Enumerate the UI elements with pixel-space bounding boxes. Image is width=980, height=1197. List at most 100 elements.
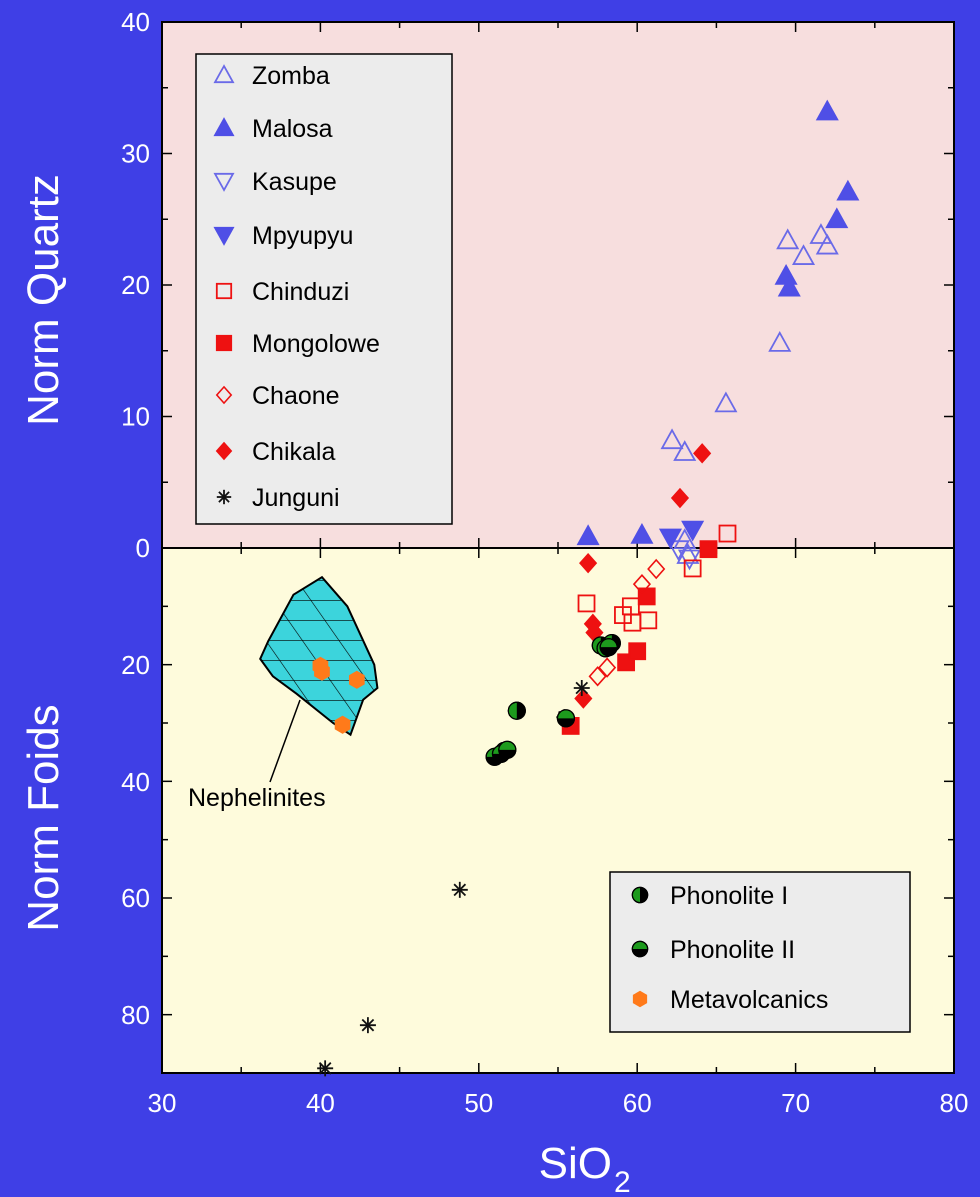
legend-label-kasupe: Kasupe xyxy=(252,168,337,196)
chaone-point xyxy=(588,666,607,687)
legend-label-chaone: Chaone xyxy=(252,382,340,410)
legend-label-mongolowe: Mongolowe xyxy=(252,330,380,358)
chaone-point xyxy=(632,573,652,595)
legend-label-malosa: Malosa xyxy=(252,115,333,143)
chikala-point xyxy=(693,443,712,464)
malosa-point xyxy=(836,179,860,201)
axis-ticks xyxy=(161,21,955,1074)
legend-label-chinduzi: Chinduzi xyxy=(252,278,349,306)
foids-tick-labels: 20 40 60 80 xyxy=(121,650,150,1030)
y-tick-label: 60 xyxy=(121,883,150,913)
malosa-point xyxy=(630,522,654,544)
zomba-point xyxy=(809,223,833,244)
legend-marker-mpyupyu xyxy=(213,226,235,246)
legend-label-metavolcanics: Metavolcanics xyxy=(670,986,828,1014)
x-tick-labels: 30 40 50 60 70 80 xyxy=(148,1088,969,1118)
nephelinite-field xyxy=(259,575,379,737)
legend-box xyxy=(195,53,453,525)
chaone-point xyxy=(647,558,666,580)
y-tick-label: 10 xyxy=(121,402,150,432)
y-tick-label: 0 xyxy=(136,533,150,563)
x-tick-label: 80 xyxy=(940,1088,969,1118)
legend-bottom-right: Phonolite I Phonolite II Metavolcanics xyxy=(609,871,911,1033)
zomba-point xyxy=(673,440,697,461)
mongolowe-point xyxy=(628,642,647,661)
x-axis-title: SiO xyxy=(539,1139,612,1188)
data-points xyxy=(312,99,860,1077)
phonolite-ii-point xyxy=(498,740,517,759)
chaone-point xyxy=(598,657,617,678)
kasupe-point xyxy=(677,549,702,571)
legend-marker-phonolite-ii xyxy=(631,940,649,958)
x-tick-label: 60 xyxy=(623,1088,652,1118)
zomba-point xyxy=(660,428,684,450)
chikala-point xyxy=(670,487,690,509)
chikala-point xyxy=(574,688,593,709)
junguni-point xyxy=(451,881,468,898)
legend-marker-junguni xyxy=(216,489,232,505)
legend-label-phonolite-2: Phonolite II xyxy=(670,936,795,964)
zomba-point xyxy=(768,331,792,352)
zomba-point xyxy=(815,233,839,255)
legend-marker-chinduzi xyxy=(215,282,233,300)
mongolowe-point xyxy=(699,540,718,559)
zomba-point xyxy=(714,391,738,413)
chikala-point xyxy=(579,552,598,574)
phonolite-i-point xyxy=(507,701,526,720)
lower-y-axis-title: Norm Foids xyxy=(19,704,68,931)
junguni-point xyxy=(573,680,590,696)
chinduzi-point xyxy=(577,594,596,613)
x-tick-label: 40 xyxy=(306,1088,335,1118)
malosa-point xyxy=(777,275,801,297)
metavolcanics-point xyxy=(334,715,351,734)
legend-marker-zomba xyxy=(213,64,235,84)
y-tick-label: 30 xyxy=(121,139,150,169)
chinduzi-point xyxy=(683,559,702,578)
y-tick-label: 20 xyxy=(121,270,150,300)
legend-marker-mongolowe xyxy=(215,334,233,352)
junguni-point xyxy=(317,1060,334,1077)
phonolite-ii-point xyxy=(599,638,618,657)
y-tick-label: 20 xyxy=(121,650,150,680)
legend-marker-malosa xyxy=(213,117,235,137)
legend-label-chikala: Chikala xyxy=(252,438,335,466)
metavolcanics-point xyxy=(348,670,365,689)
nephelinite-leader-line xyxy=(269,699,301,783)
mongolowe-point xyxy=(637,587,656,606)
mpyupyu-point xyxy=(658,528,682,550)
x-tick-label: 30 xyxy=(148,1088,177,1118)
legend-top-left: Zomba Malosa Kasupe Mpyupyu Chinduzi Mon… xyxy=(195,53,453,525)
mpyupyu-point xyxy=(681,520,705,542)
junguni-point xyxy=(359,1017,376,1034)
metavolcanics-point xyxy=(314,662,330,681)
legend-box xyxy=(609,871,911,1033)
chinduzi-point xyxy=(718,524,737,543)
legend-label-zomba: Zomba xyxy=(252,62,330,90)
phonolite-ii-point xyxy=(556,709,576,728)
x-axis-title-subscript: 2 xyxy=(614,1166,631,1197)
y-tick-label: 40 xyxy=(121,7,150,37)
malosa-point xyxy=(825,207,849,229)
legend-marker-chikala xyxy=(215,441,233,461)
zomba-point xyxy=(676,543,700,564)
malosa-point xyxy=(815,99,839,121)
y-tick-label: 40 xyxy=(121,767,150,797)
quartz-tick-labels: 0 10 20 30 40 xyxy=(121,7,150,563)
malosa-point xyxy=(576,524,600,546)
zomba-point xyxy=(776,228,800,250)
zomba-point xyxy=(791,244,816,265)
legend-marker-chaone xyxy=(215,385,233,405)
legend-marker-metavolcanics xyxy=(632,990,648,1008)
nephelinite-label: Nephelinites xyxy=(188,784,326,812)
x-tick-label: 50 xyxy=(464,1088,493,1118)
legend-label-mpyupyu: Mpyupyu xyxy=(252,222,353,250)
x-tick-label: 70 xyxy=(781,1088,810,1118)
chinduzi-point xyxy=(639,611,658,630)
upper-y-axis-title: Norm Quartz xyxy=(19,174,68,426)
y-tick-label: 80 xyxy=(121,1000,150,1030)
legend-marker-kasupe xyxy=(213,172,235,192)
legend-label-phonolite-1: Phonolite I xyxy=(670,882,788,910)
legend-label-junguni: Junguni xyxy=(252,484,340,512)
